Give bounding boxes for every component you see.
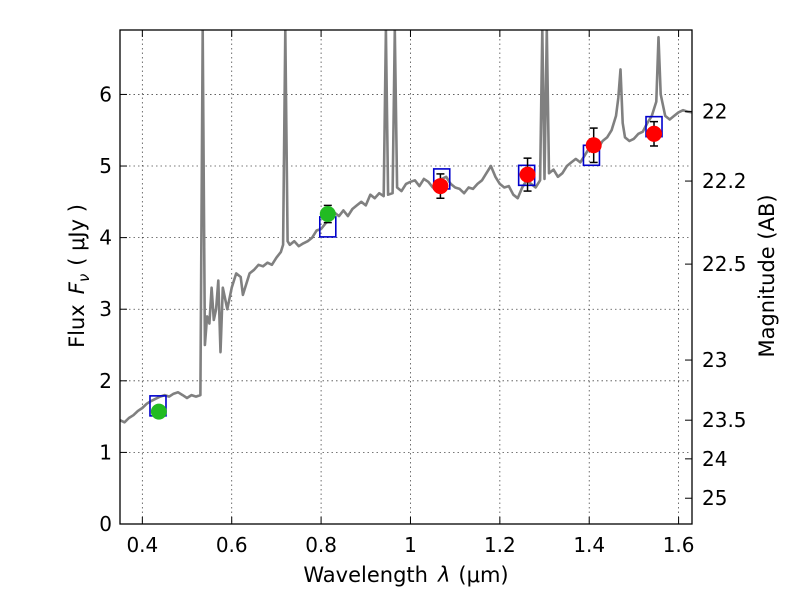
y2-tick-label: 25 <box>702 486 727 510</box>
observed-red-point <box>585 137 602 154</box>
x-tick-label: 0.6 <box>216 533 248 557</box>
y2-tick-label: 22 <box>702 100 727 124</box>
x-tick-label: 1.6 <box>663 533 695 557</box>
observed-point-series <box>150 120 663 420</box>
y2-tick-label: 23 <box>702 348 727 372</box>
y2-tick-label: 22.5 <box>702 252 747 276</box>
x-axis-title: Wavelength λ (μm) <box>303 563 508 587</box>
x-tick-label: 0.8 <box>305 533 337 557</box>
plot-frame <box>119 29 693 525</box>
y2-tick-label: 23.5 <box>702 408 747 432</box>
observed-red-point <box>519 166 536 183</box>
y-tick-label: 3 <box>99 297 112 321</box>
x-tick-label: 1 <box>404 533 417 557</box>
observed-red-point <box>432 178 449 195</box>
x-tick-label: 0.4 <box>126 533 158 557</box>
x-tick-label: 1.4 <box>573 533 605 557</box>
y-tick-label: 5 <box>99 154 112 178</box>
axis-ticks: 0.4 0.6 0.8 1 1.2 1.4 1.601234562222.222.52323… <box>99 30 747 557</box>
y-tick-label: 1 <box>99 440 112 464</box>
y-tick-label: 2 <box>99 369 112 393</box>
observed-green-point <box>150 403 167 420</box>
y-tick-label: 6 <box>99 82 112 106</box>
y2-axis-title: Magnitude (AB) <box>755 194 779 357</box>
y-tick-label: 4 <box>99 226 112 250</box>
y2-tick-label: 22.2 <box>702 169 747 193</box>
y-axis-title: FluxFν( μJy ) <box>65 204 93 348</box>
observed-green-point <box>319 205 336 222</box>
observed-red-point <box>646 125 663 142</box>
x-tick-label: 1.2 <box>484 533 516 557</box>
y2-tick-label: 24 <box>702 447 727 471</box>
y-tick-label: 0 <box>99 512 112 536</box>
